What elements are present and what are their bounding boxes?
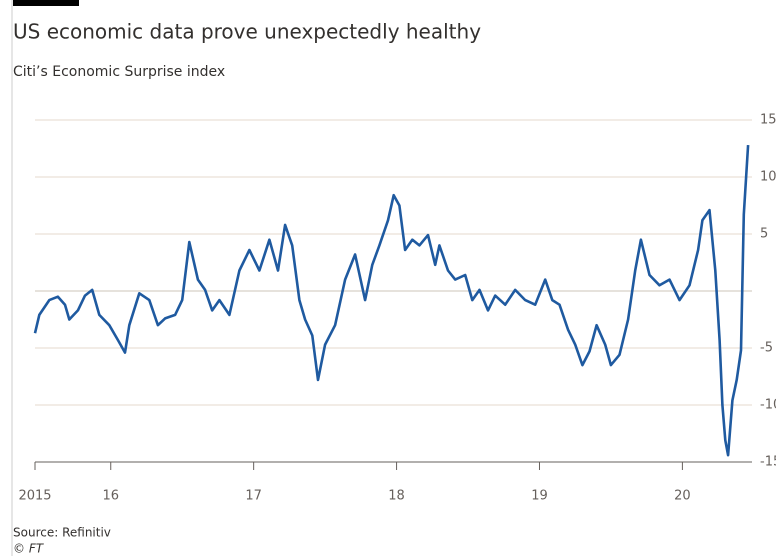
x-tick-label: 19 <box>531 489 548 504</box>
source: Source: Refinitiv <box>13 526 111 540</box>
y-tick-label: 15 <box>760 113 776 128</box>
y-tick-label: -15 <box>760 455 776 470</box>
chart-subtitle: Citi’s Economic Surprise index <box>13 64 225 80</box>
y-tick-label: 10 <box>760 170 776 185</box>
credit: © FT <box>13 542 45 556</box>
x-tick-label: 18 <box>388 489 405 504</box>
x-tick-label: 17 <box>245 489 262 504</box>
x-tick-label: 20 <box>674 489 691 504</box>
y-tick-label: -5 <box>760 341 773 356</box>
line-series <box>33 145 750 457</box>
x-tick-label: 16 <box>102 489 119 504</box>
y-tick-label: 5 <box>760 227 768 242</box>
x-tick-label: 2015 <box>18 489 51 504</box>
brand-bar <box>13 0 79 6</box>
chart-title: US economic data prove unexpectedly heal… <box>13 20 481 44</box>
y-tick-label: -10 <box>760 398 776 413</box>
